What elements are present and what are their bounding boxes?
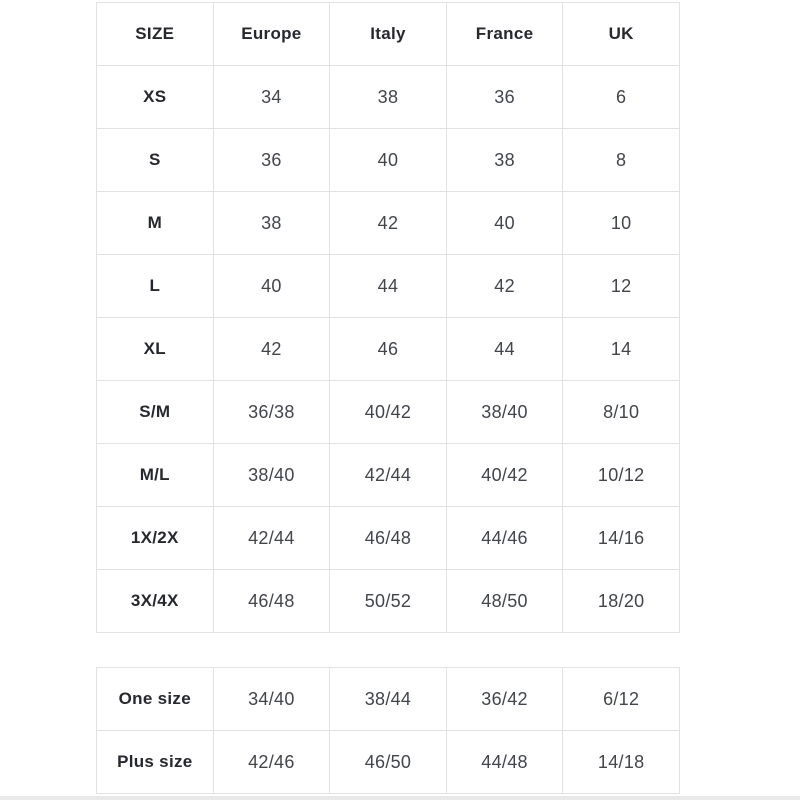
value-cell: 38 <box>212 191 331 255</box>
table-row: 1X/2X 42/44 46/48 44/46 14/16 <box>96 506 680 570</box>
value-cell: 6 <box>562 65 680 129</box>
table-row: Plus size 42/46 46/50 44/48 14/18 <box>96 730 680 794</box>
value-cell: 10/12 <box>562 443 680 507</box>
value-cell: 40 <box>212 254 331 318</box>
value-cell: 36/42 <box>445 667 564 731</box>
row-label-cell: S <box>96 128 214 192</box>
value-cell: 38/40 <box>445 380 564 444</box>
value-cell: 38/44 <box>329 667 447 731</box>
value-cell: 42 <box>212 317 331 381</box>
value-cell: 46/50 <box>329 730 447 794</box>
value-cell: 6/12 <box>562 667 680 731</box>
value-cell: 44/46 <box>445 506 564 570</box>
row-label-cell: XS <box>96 65 214 129</box>
value-cell: 14/16 <box>562 506 680 570</box>
table-row: XL 42 46 44 14 <box>96 317 680 381</box>
value-cell: 48/50 <box>445 569 564 633</box>
row-label-cell: 1X/2X <box>96 506 214 570</box>
table-row: 3X/4X 46/48 50/52 48/50 18/20 <box>96 569 680 633</box>
page-bottom-divider <box>0 796 800 800</box>
value-cell: 36 <box>212 128 331 192</box>
header-row: SIZE Europe Italy France UK <box>96 2 680 66</box>
row-label-cell: M <box>96 191 214 255</box>
value-cell: 44 <box>445 317 564 381</box>
special-size-table: One size 34/40 38/44 36/42 6/12 Plus siz… <box>96 667 680 794</box>
row-label-cell: 3X/4X <box>96 569 214 633</box>
table-row: One size 34/40 38/44 36/42 6/12 <box>96 667 680 731</box>
table-row: L 40 44 42 12 <box>96 254 680 318</box>
value-cell: 34/40 <box>212 667 331 731</box>
column-header-europe: Europe <box>212 2 331 66</box>
value-cell: 40/42 <box>329 380 447 444</box>
column-header-italy: Italy <box>329 2 447 66</box>
value-cell: 46/48 <box>329 506 447 570</box>
row-label-cell: Plus size <box>96 730 214 794</box>
value-cell: 42 <box>445 254 564 318</box>
table-row: M 38 42 40 10 <box>96 191 680 255</box>
value-cell: 42/44 <box>212 506 331 570</box>
value-cell: 14/18 <box>562 730 680 794</box>
value-cell: 10 <box>562 191 680 255</box>
value-cell: 14 <box>562 317 680 381</box>
value-cell: 12 <box>562 254 680 318</box>
value-cell: 46/48 <box>212 569 331 633</box>
value-cell: 42 <box>329 191 447 255</box>
value-cell: 46 <box>329 317 447 381</box>
value-cell: 40/42 <box>445 443 564 507</box>
table-row: S 36 40 38 8 <box>96 128 680 192</box>
value-cell: 40 <box>329 128 447 192</box>
row-label-cell: One size <box>96 667 214 731</box>
value-cell: 8/10 <box>562 380 680 444</box>
row-label-cell: L <box>96 254 214 318</box>
row-label-cell: XL <box>96 317 214 381</box>
table-row: S/M 36/38 40/42 38/40 8/10 <box>96 380 680 444</box>
value-cell: 36 <box>445 65 564 129</box>
value-cell: 42/46 <box>212 730 331 794</box>
row-label-cell: S/M <box>96 380 214 444</box>
value-cell: 18/20 <box>562 569 680 633</box>
value-cell: 34 <box>212 65 331 129</box>
size-chart-container: SIZE Europe Italy France UK XS 34 38 36 … <box>96 2 680 794</box>
value-cell: 38 <box>329 65 447 129</box>
main-size-table: SIZE Europe Italy France UK XS 34 38 36 … <box>96 2 680 633</box>
value-cell: 40 <box>445 191 564 255</box>
table-row: M/L 38/40 42/44 40/42 10/12 <box>96 443 680 507</box>
value-cell: 38 <box>445 128 564 192</box>
value-cell: 8 <box>562 128 680 192</box>
column-header-uk: UK <box>562 2 680 66</box>
row-label-cell: M/L <box>96 443 214 507</box>
value-cell: 50/52 <box>329 569 447 633</box>
table-row: XS 34 38 36 6 <box>96 65 680 129</box>
value-cell: 38/40 <box>212 443 331 507</box>
column-header-france: France <box>445 2 564 66</box>
column-header-size: SIZE <box>96 2 214 66</box>
value-cell: 44 <box>329 254 447 318</box>
value-cell: 42/44 <box>329 443 447 507</box>
value-cell: 44/48 <box>445 730 564 794</box>
value-cell: 36/38 <box>212 380 331 444</box>
